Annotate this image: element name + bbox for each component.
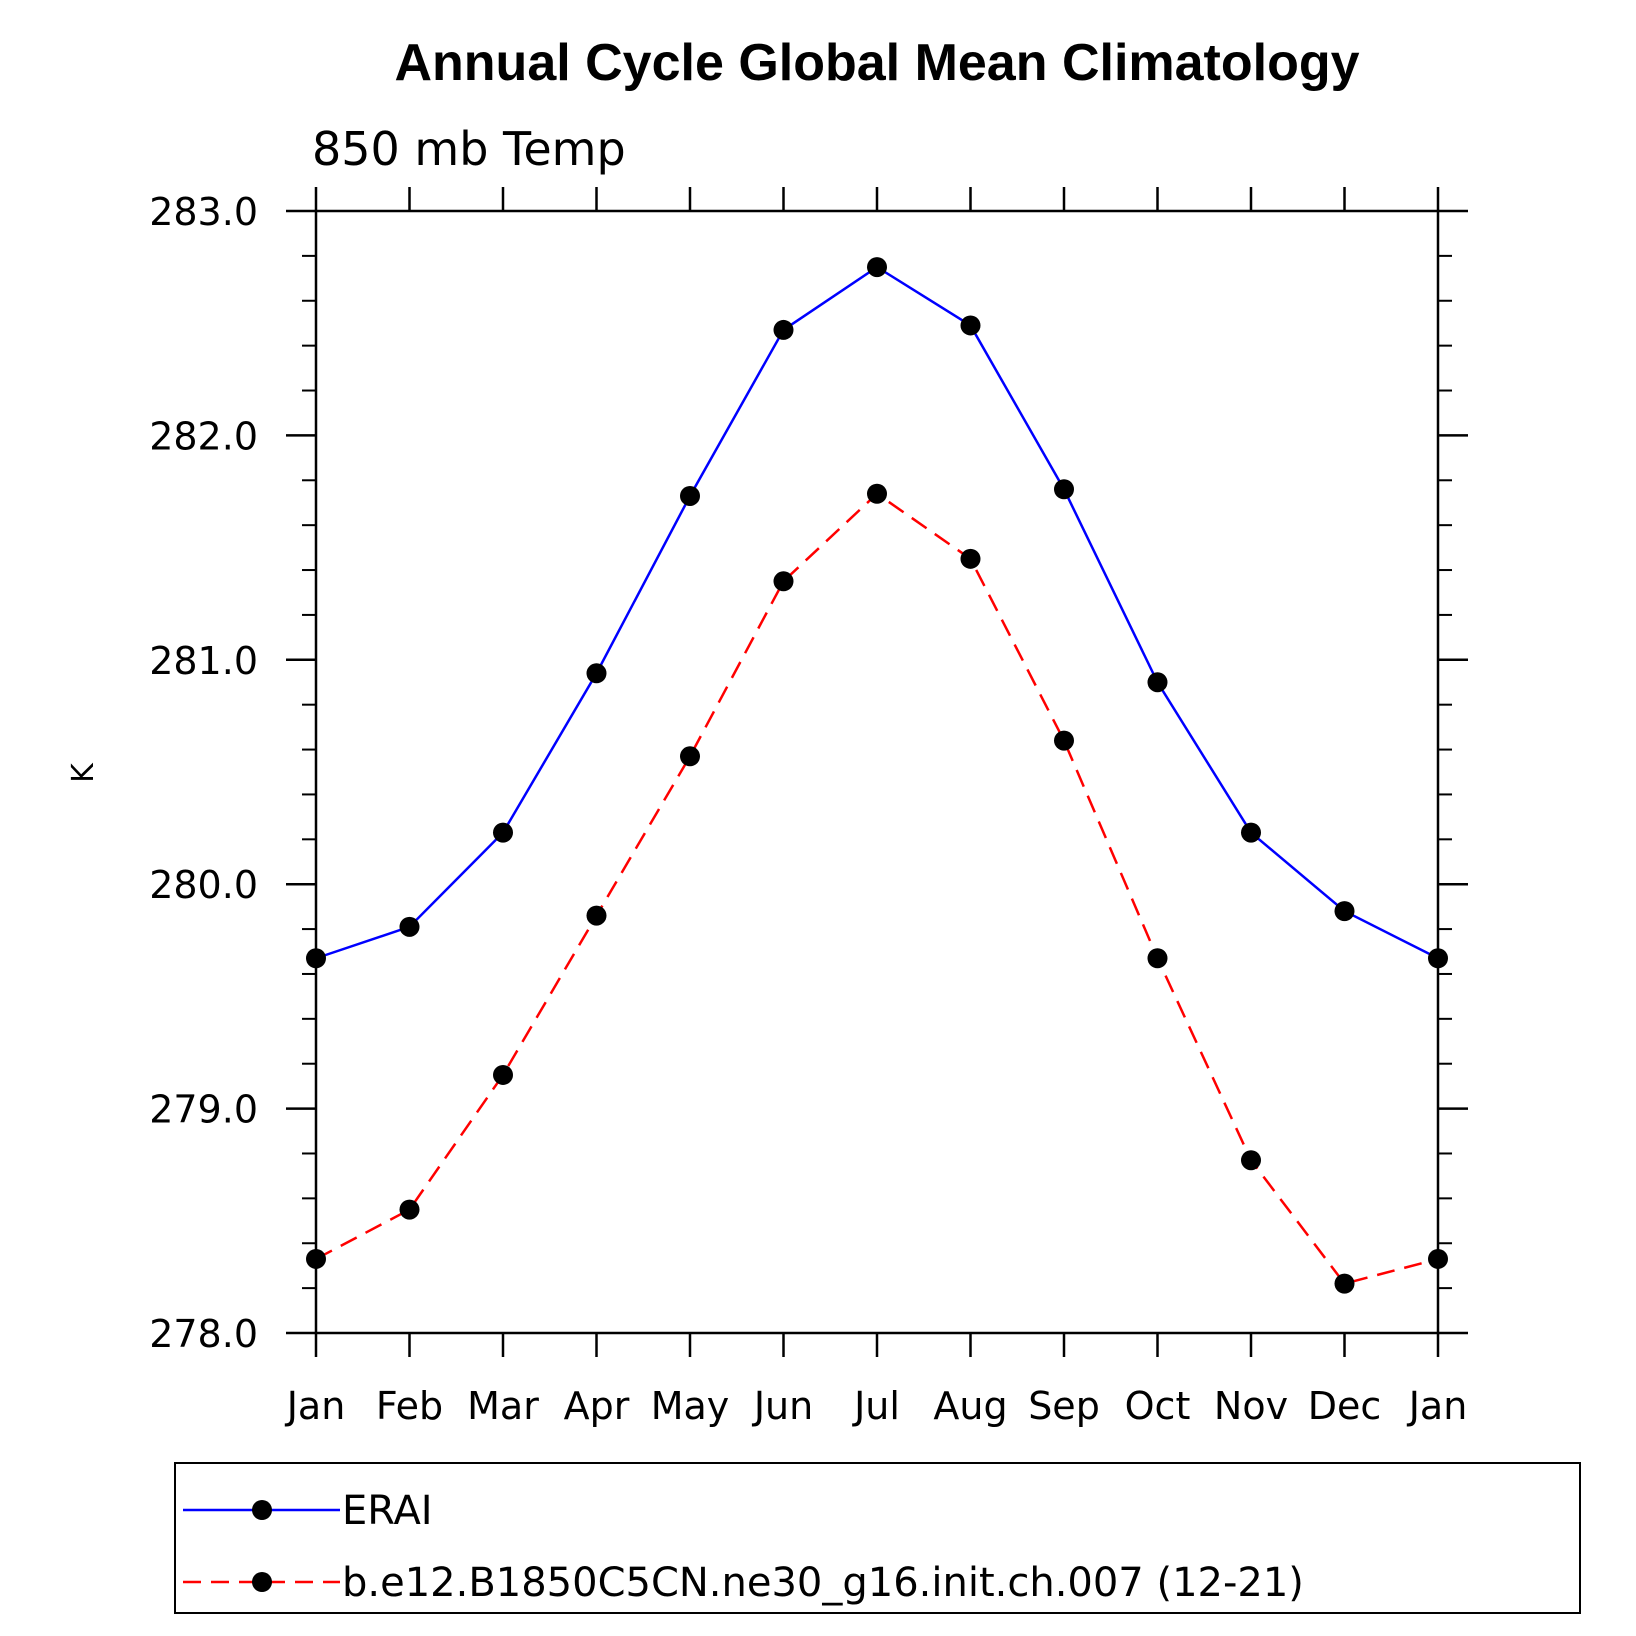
y-tick-label: 283.0	[149, 190, 258, 234]
series-line-1	[315, 492, 1439, 1286]
data-point-0	[773, 319, 794, 340]
legend-label-0: ERAI	[342, 1488, 433, 1534]
y-tick-label: 278.0	[149, 1312, 258, 1356]
legend-box	[174, 1462, 1581, 1614]
data-point-0	[867, 257, 887, 278]
data-point-0	[680, 485, 700, 506]
y-tick-label: 281.0	[149, 639, 258, 683]
x-tick-label: Oct	[1125, 1384, 1191, 1428]
data-point-1	[493, 1064, 513, 1085]
data-point-0	[1334, 901, 1355, 922]
legend: ERAI b.e12.B1850C5CN.ne30_g16.init.ch.007…	[174, 1462, 1581, 1614]
plot-frame	[314, 209, 1440, 1335]
x-tick-label: Dec	[1308, 1384, 1382, 1428]
x-tick-label: May	[651, 1384, 730, 1428]
data-point-1	[960, 548, 981, 569]
data-point-0	[586, 663, 607, 684]
data-point-1	[1054, 730, 1074, 751]
data-point-1	[399, 1199, 420, 1220]
legend-marker-1	[252, 1572, 272, 1592]
axis-ticks	[286, 187, 1468, 1357]
x-tick-label: Nov	[1214, 1384, 1288, 1428]
y-axis-label: K	[66, 762, 101, 783]
data-point-1	[680, 746, 700, 767]
data-point-1	[867, 483, 887, 504]
data-point-0	[399, 916, 420, 937]
data-point-1	[1334, 1273, 1355, 1294]
data-point-1	[773, 571, 794, 592]
x-tick-label: Aug	[933, 1384, 1007, 1428]
x-tick-label: Sep	[1028, 1384, 1100, 1428]
chart-title: Annual Cycle Global Mean Climatology	[394, 34, 1359, 92]
x-tick-label: Jun	[752, 1384, 813, 1428]
legend-label-1: b.e12.B1850C5CN.ne30_g16.init.ch.007 (12…	[342, 1560, 1304, 1606]
data-point-1	[586, 905, 607, 926]
data-point-0	[1241, 822, 1261, 843]
data-point-0	[1054, 479, 1074, 500]
x-tick-label: Jan	[1407, 1384, 1468, 1428]
data-point-0	[493, 822, 513, 843]
series-line-0	[315, 265, 1439, 960]
legend-marker-0	[252, 1500, 272, 1520]
y-tick-label: 282.0	[149, 414, 258, 458]
data-point-0	[960, 315, 981, 336]
x-tick-label: Jan	[285, 1384, 346, 1428]
x-tick-label: Apr	[564, 1384, 630, 1428]
y-tick-label: 280.0	[149, 863, 258, 907]
data-point-0	[1147, 672, 1168, 693]
chart-subtitle: 850 mb Temp	[312, 122, 626, 176]
x-tick-label: Feb	[376, 1384, 443, 1428]
y-tick-label: 279.0	[149, 1088, 258, 1132]
data-point-1	[1241, 1150, 1261, 1171]
x-tick-label: Jul	[852, 1384, 900, 1428]
tick-labels: Jan Feb Mar Apr May Jun Jul Aug Sep Oct Nov Dec Jan 2…	[149, 190, 1467, 1428]
x-tick-label: Mar	[467, 1384, 539, 1428]
data-point-1	[1147, 948, 1168, 969]
series-layer	[306, 257, 1448, 1294]
